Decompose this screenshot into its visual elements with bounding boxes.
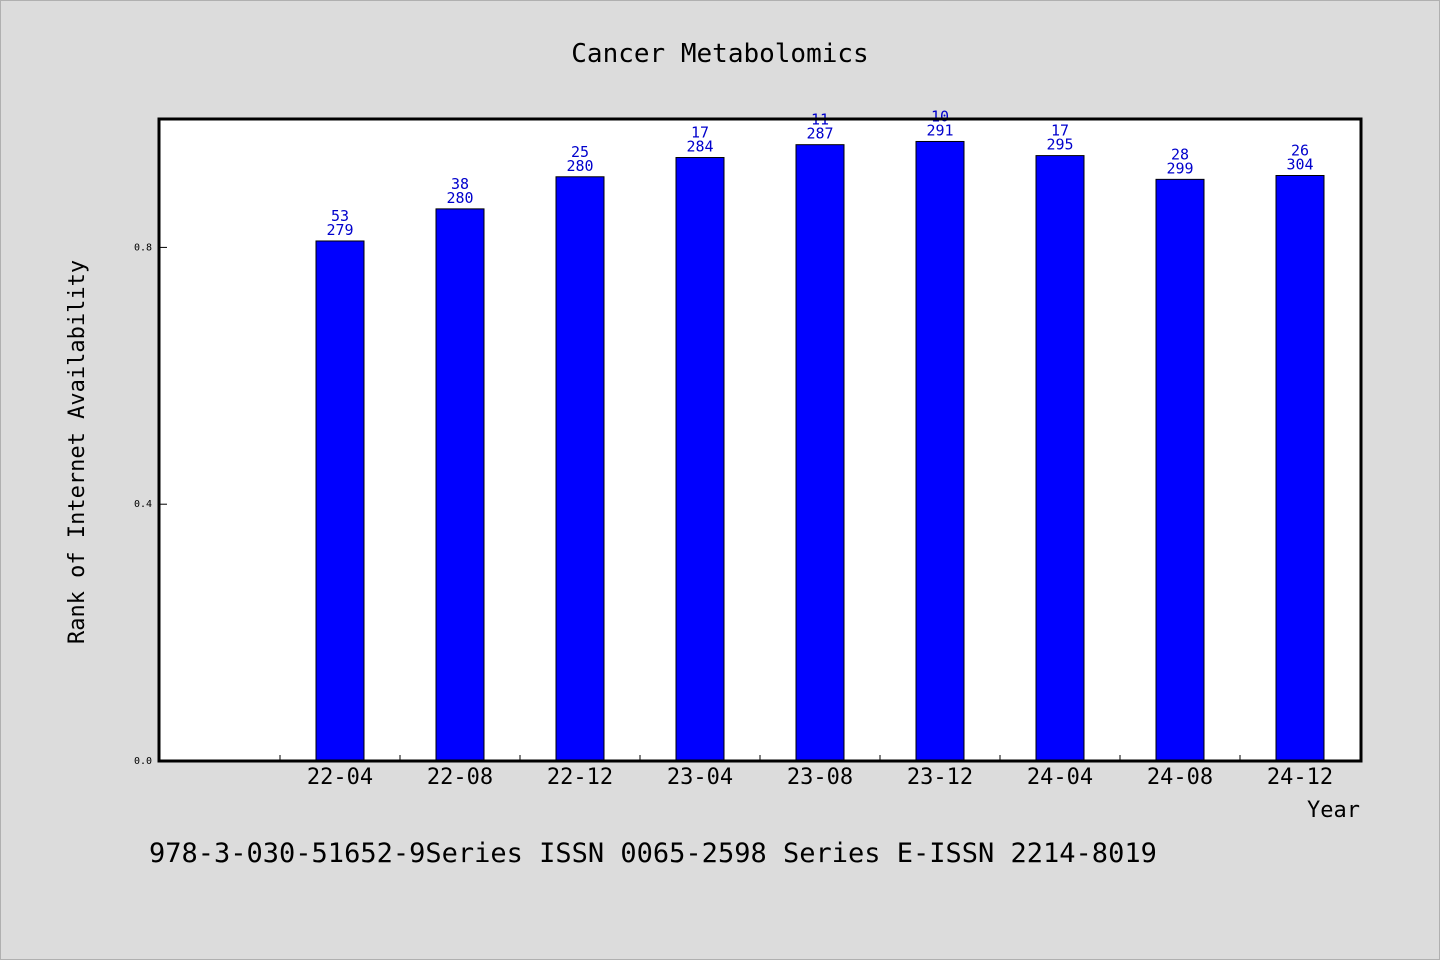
x-tick-label-22-04: 22-04 — [307, 765, 373, 790]
bar-23-12 — [915, 140, 965, 762]
bar-label-top-22-08: 38 — [451, 175, 469, 193]
bar-label-bottom-22-08: 280 — [446, 189, 473, 207]
y-axis: 0.0 0.4 0.8 — [134, 242, 167, 767]
footer-isbn-text: 978-3-030-51652-9Series ISSN 0065-2598 S… — [149, 838, 1157, 869]
y-tick-label: 0.8 — [134, 242, 152, 253]
x-tick-label-23-12: 23-12 — [907, 765, 973, 790]
bar-label-bottom-22-04: 279 — [326, 221, 353, 239]
bar-label-top-24-04: 17 — [1051, 122, 1069, 140]
x-tick-label-22-12: 22-12 — [547, 765, 613, 790]
bar-label-top-24-08: 28 — [1171, 145, 1189, 163]
bar-label-top-23-04: 17 — [691, 124, 709, 142]
bars-layer — [315, 140, 1325, 762]
x-axis: 22-04 22-08 22-12 23-04 23-08 23-12 24-04 24-08… — [279, 755, 1361, 790]
bar-22-12 — [555, 176, 605, 762]
x-tick-label-23-08: 23-08 — [787, 765, 853, 790]
x-tick-label-22-08: 22-08 — [427, 765, 493, 790]
x-tick-label-24-08: 24-08 — [1147, 765, 1213, 790]
x-axis-title: Year — [1307, 798, 1360, 823]
x-tick-label-24-12: 24-12 — [1267, 765, 1333, 790]
bar-label-bottom-24-12: 304 — [1286, 155, 1313, 173]
bar-label-bottom-23-04: 284 — [686, 138, 713, 156]
bar-label-bottom-24-08: 299 — [1166, 159, 1193, 177]
x-tick-label-24-04: 24-04 — [1027, 765, 1093, 790]
x-tick-label-23-04: 23-04 — [667, 765, 733, 790]
bar-22-04 — [315, 240, 365, 762]
bar-24-08 — [1155, 178, 1205, 762]
bar-24-04 — [1035, 155, 1085, 762]
y-tick-label: 0.0 — [134, 756, 152, 767]
bar-label-bottom-22-12: 280 — [566, 157, 593, 175]
bar-label-top-24-12: 26 — [1291, 141, 1309, 159]
bar-label-top-22-04: 53 — [331, 207, 349, 225]
bar-label-top-22-12: 25 — [571, 143, 589, 161]
chart-title: Cancer Metabolomics — [571, 39, 868, 69]
bar-23-08 — [795, 144, 845, 762]
y-axis-title: Rank of Internet Availability — [65, 260, 90, 644]
bar-23-04 — [675, 157, 725, 762]
bar-label-bottom-23-12: 291 — [926, 121, 953, 139]
y-tick-label: 0.4 — [134, 499, 152, 510]
bar-label-bottom-24-04: 295 — [1046, 136, 1073, 154]
bar-22-08 — [435, 208, 485, 762]
bar-label-top-23-12: 10 — [931, 107, 949, 125]
bar-24-12 — [1275, 174, 1325, 762]
bar-label-bottom-23-08: 287 — [806, 125, 833, 143]
